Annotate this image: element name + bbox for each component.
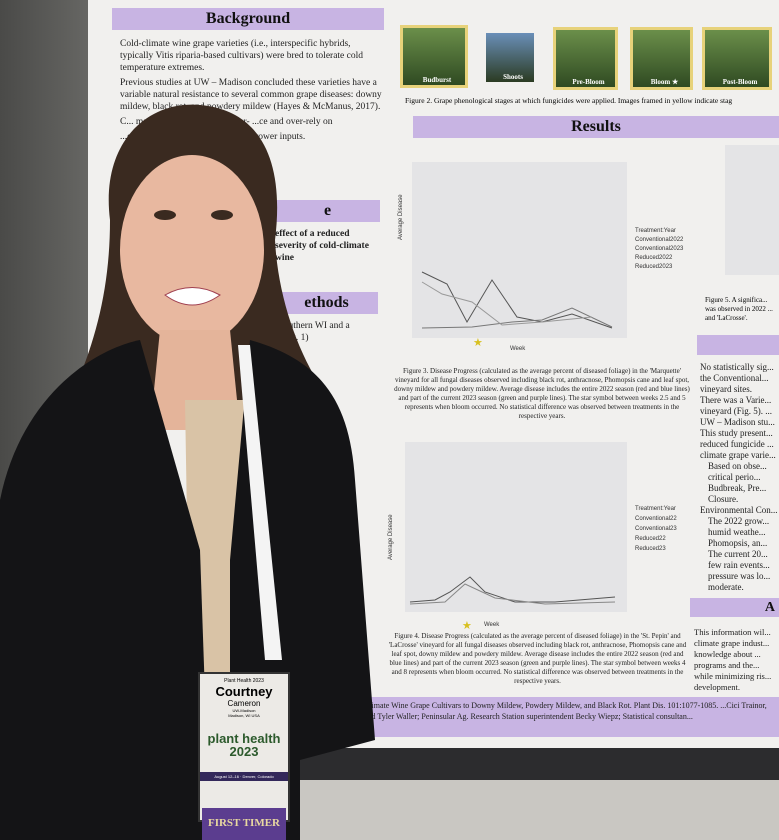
figure5-chart xyxy=(725,145,779,275)
legend-entry: Reduced2023 xyxy=(635,264,673,270)
objective-header: e xyxy=(275,200,380,222)
badge-first-name: Courtney xyxy=(215,684,273,699)
series-line xyxy=(409,576,616,603)
series-line xyxy=(421,307,613,329)
background-header: Background xyxy=(112,8,384,30)
legend-title: Treatment:Year xyxy=(635,228,676,234)
bullet: Environmental Con... xyxy=(700,505,778,515)
figure3-lines xyxy=(421,271,613,329)
badge-location: Madison, WI USA xyxy=(228,713,260,718)
bullet: There was a Varie... vineyard (Fig. 5). … xyxy=(700,395,775,427)
figure4-caption: Figure 4. Disease Progress (calculated a… xyxy=(388,632,687,685)
plant-health-logo: plant health 2023 xyxy=(207,731,281,759)
badge-event: Plant Health 2023 xyxy=(224,678,264,684)
bullet: This study present... reduced fungicide … xyxy=(700,428,776,460)
photo-label: Budburst xyxy=(422,76,452,84)
photo-pre-bloom: Pre-Bloom xyxy=(553,27,618,90)
legend-entry: Conventional22 xyxy=(635,516,677,522)
figure4-chart xyxy=(405,442,627,612)
figure3-chart xyxy=(412,162,627,338)
series-line xyxy=(409,583,616,605)
figure3-caption: Figure 3. Disease Progress (calculated a… xyxy=(394,367,690,420)
photo-label: Pre-Bloom xyxy=(572,78,605,86)
objective-text: effect of a reduced severity of cold-cli… xyxy=(275,229,369,263)
x-axis-label: Week xyxy=(484,622,500,628)
references-bar: Climate Wine Grape Cultivars to Downy Mi… xyxy=(358,697,779,737)
smile xyxy=(164,287,221,306)
eye xyxy=(211,210,233,220)
badge-org: UW-Madison xyxy=(232,708,256,713)
right-text: This information wil... climate grape in… xyxy=(694,627,772,692)
legend-2: Treatment:Year Conventional22 Convention… xyxy=(635,504,677,554)
results-header: Results xyxy=(413,116,779,138)
photo-label: Shoots xyxy=(503,73,523,81)
x-axis-label: Week xyxy=(510,346,526,352)
lanyard xyxy=(238,345,282,660)
bullet: The 2022 grow... humid weathe... Phomops… xyxy=(708,516,770,548)
bullet: Based on obse... critical perio... Budbr… xyxy=(708,461,767,504)
badge-dates: August 12–16 · Denver, Colorado xyxy=(200,772,288,781)
legend-entry: Conventional23 xyxy=(635,526,677,532)
eye xyxy=(154,210,176,220)
acknowledgement-header: A xyxy=(690,598,779,617)
legend-1: Treatment:Year Conventional2022 Conventi… xyxy=(635,227,683,272)
series-line xyxy=(421,281,593,326)
bullet: The current 20... few rain events... pre… xyxy=(708,549,771,592)
figure2-caption: Figure 2. Grape phenological stages at w… xyxy=(405,96,733,105)
photo-budburst: Budburst xyxy=(400,25,468,88)
photo-label: Post-Bloom xyxy=(722,78,758,86)
series-line xyxy=(421,271,613,329)
name-badge: Plant Health 2023 Courtney Cameron UW-Ma… xyxy=(198,672,290,822)
bloom-star-icon: ★ xyxy=(462,620,472,632)
photo-label: Bloom ★ xyxy=(650,78,679,86)
first-timer-ribbon: FIRST TIMER xyxy=(202,808,286,840)
bloom-star-icon: ★ xyxy=(473,337,483,349)
photo-post-bloom: Post-Bloom xyxy=(702,27,772,90)
legend-entry: Conventional2022 xyxy=(635,237,684,243)
bullet: Previous studies at UW – Madison conclud… xyxy=(120,78,382,112)
bullet: Cold-climate wine grape varieties (i.e.,… xyxy=(120,39,363,73)
conclusions-header xyxy=(697,335,779,355)
legend-entry: Conventional2023 xyxy=(635,246,684,252)
legend-entry: Reduced23 xyxy=(635,546,666,552)
bullet: No statistically sig... the Conventional… xyxy=(700,362,774,394)
blazer-left xyxy=(0,340,210,840)
methods-header: ethods xyxy=(275,292,378,314)
photo-shoots: Shoots xyxy=(483,30,537,85)
person xyxy=(0,104,375,840)
legend-entry: Reduced22 xyxy=(635,536,666,542)
legend-title: Treatment:Year xyxy=(635,506,676,512)
badge-last-name: Cameron xyxy=(227,699,261,708)
photo-bloom: Bloom ★ xyxy=(630,27,693,90)
figure5-caption: Figure 5. A significa... was observed in… xyxy=(705,296,773,322)
legend-entry: Reduced2022 xyxy=(635,255,673,261)
right-bullets: No statistically sig... the Conventional… xyxy=(700,362,779,594)
face xyxy=(120,155,264,345)
figure4-lines xyxy=(409,576,616,605)
